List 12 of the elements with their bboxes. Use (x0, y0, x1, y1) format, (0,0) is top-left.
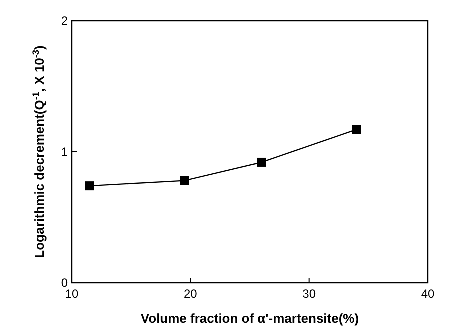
x-axis-title: Volume fraction of α'-martensite(%) (140, 311, 360, 326)
y-tick-label: 0 (61, 276, 68, 290)
x-tick-label: 40 (421, 287, 435, 301)
y-tick-label: 2 (61, 14, 68, 28)
point (180, 176, 190, 186)
x-tick-label: 10 (65, 287, 79, 301)
point (85, 182, 94, 191)
x-tick-label: 20 (184, 287, 198, 301)
y-tick-label: 1 (61, 145, 68, 159)
x-tick-label: 30 (302, 287, 316, 301)
point (352, 125, 362, 134)
point (257, 158, 266, 167)
